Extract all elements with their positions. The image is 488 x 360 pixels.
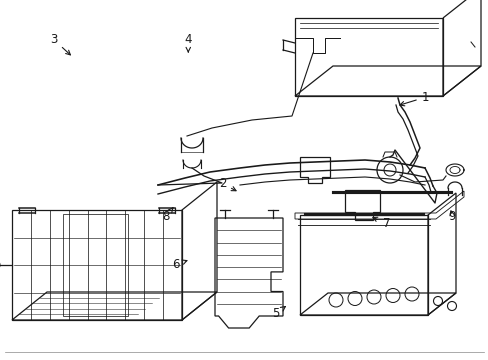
Text: 7: 7: [372, 217, 389, 230]
Text: 5: 5: [272, 306, 285, 320]
Text: 1: 1: [399, 91, 428, 106]
Text: 8: 8: [162, 208, 173, 222]
Text: 2: 2: [218, 177, 236, 191]
Text: 6: 6: [172, 258, 186, 271]
Text: 3: 3: [50, 33, 70, 55]
Text: 4: 4: [184, 33, 192, 52]
Text: 9: 9: [447, 210, 455, 222]
